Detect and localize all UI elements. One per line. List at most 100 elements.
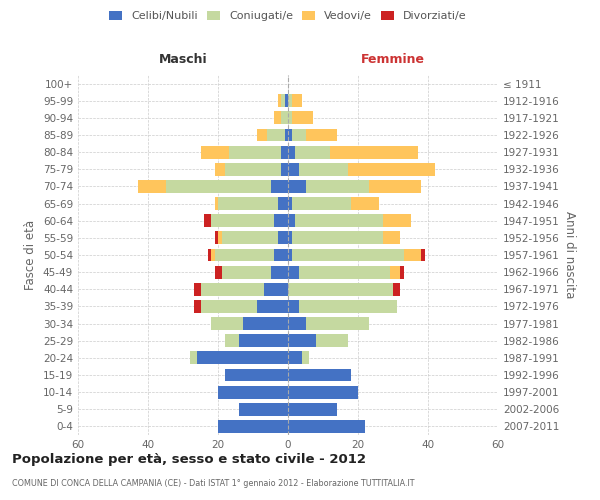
Bar (284, 94, 288, 107)
Bar (218, 197, 277, 210)
Bar (215, 266, 221, 278)
Bar (215, 248, 274, 262)
Bar (211, 317, 242, 330)
Bar (281, 112, 288, 124)
Bar (288, 283, 393, 296)
Bar (288, 317, 305, 330)
Bar (193, 283, 200, 296)
Bar (218, 386, 288, 398)
Bar (316, 334, 347, 347)
Bar (190, 352, 197, 364)
Bar (393, 283, 400, 296)
Bar (200, 300, 257, 313)
Bar (299, 300, 397, 313)
Bar (281, 146, 288, 158)
Bar (274, 248, 288, 262)
Bar (292, 94, 302, 107)
Bar (274, 112, 281, 124)
Bar (368, 180, 421, 193)
Bar (215, 232, 218, 244)
Bar (400, 266, 404, 278)
Bar (288, 214, 295, 227)
Bar (274, 214, 288, 227)
Bar (351, 197, 379, 210)
Bar (215, 197, 218, 210)
Bar (225, 163, 281, 175)
Bar (404, 248, 421, 262)
Bar (421, 248, 425, 262)
Y-axis label: Fasce di età: Fasce di età (25, 220, 37, 290)
Bar (330, 146, 418, 158)
Bar (288, 334, 316, 347)
Bar (288, 163, 299, 175)
Bar (292, 112, 313, 124)
Bar (277, 197, 288, 210)
Bar (197, 352, 288, 364)
Bar (288, 403, 337, 415)
Bar (281, 94, 284, 107)
Text: Maschi: Maschi (158, 53, 208, 66)
Bar (225, 334, 239, 347)
Bar (221, 232, 277, 244)
Bar (288, 94, 292, 107)
Bar (288, 180, 305, 193)
Legend: Celibi/Nubili, Coniugati/e, Vedovi/e, Divorziati/e: Celibi/Nubili, Coniugati/e, Vedovi/e, Di… (109, 10, 467, 21)
Bar (299, 266, 389, 278)
Bar (288, 386, 358, 398)
Bar (288, 368, 351, 382)
Bar (257, 128, 267, 141)
Bar (383, 232, 400, 244)
Bar (277, 232, 288, 244)
Bar (215, 163, 225, 175)
Bar (292, 248, 404, 262)
Bar (211, 214, 274, 227)
Bar (208, 248, 211, 262)
Bar (295, 214, 383, 227)
Bar (288, 128, 292, 141)
Bar (218, 232, 221, 244)
Bar (166, 180, 271, 193)
Bar (200, 146, 229, 158)
Bar (271, 180, 288, 193)
Bar (284, 128, 288, 141)
Bar (292, 128, 305, 141)
Bar (193, 300, 200, 313)
Bar (299, 163, 347, 175)
Bar (288, 420, 365, 433)
Bar (281, 163, 288, 175)
Bar (305, 317, 368, 330)
Bar (229, 146, 281, 158)
Text: COMUNE DI CONCA DELLA CAMPANIA (CE) - Dati ISTAT 1° gennaio 2012 - Elaborazione : COMUNE DI CONCA DELLA CAMPANIA (CE) - Da… (12, 479, 415, 488)
Bar (288, 300, 299, 313)
Bar (288, 197, 292, 210)
Bar (288, 352, 302, 364)
Y-axis label: Anni di nascita: Anni di nascita (563, 212, 576, 298)
Text: Femmine: Femmine (361, 53, 425, 66)
Bar (288, 112, 292, 124)
Bar (305, 180, 368, 193)
Bar (257, 300, 288, 313)
Bar (347, 163, 435, 175)
Bar (389, 266, 400, 278)
Text: Popolazione per età, sesso e stato civile - 2012: Popolazione per età, sesso e stato civil… (12, 452, 366, 466)
Bar (137, 180, 166, 193)
Bar (295, 146, 330, 158)
Bar (211, 248, 215, 262)
Bar (302, 352, 309, 364)
Bar (225, 368, 288, 382)
Bar (267, 128, 284, 141)
Bar (239, 334, 288, 347)
Bar (242, 317, 288, 330)
Bar (288, 266, 299, 278)
Bar (292, 232, 383, 244)
Bar (218, 420, 288, 433)
Bar (288, 232, 292, 244)
Bar (305, 128, 337, 141)
Bar (383, 214, 410, 227)
Bar (221, 266, 271, 278)
Bar (239, 403, 288, 415)
Bar (271, 266, 288, 278)
Bar (204, 214, 211, 227)
Bar (263, 283, 288, 296)
Bar (292, 197, 351, 210)
